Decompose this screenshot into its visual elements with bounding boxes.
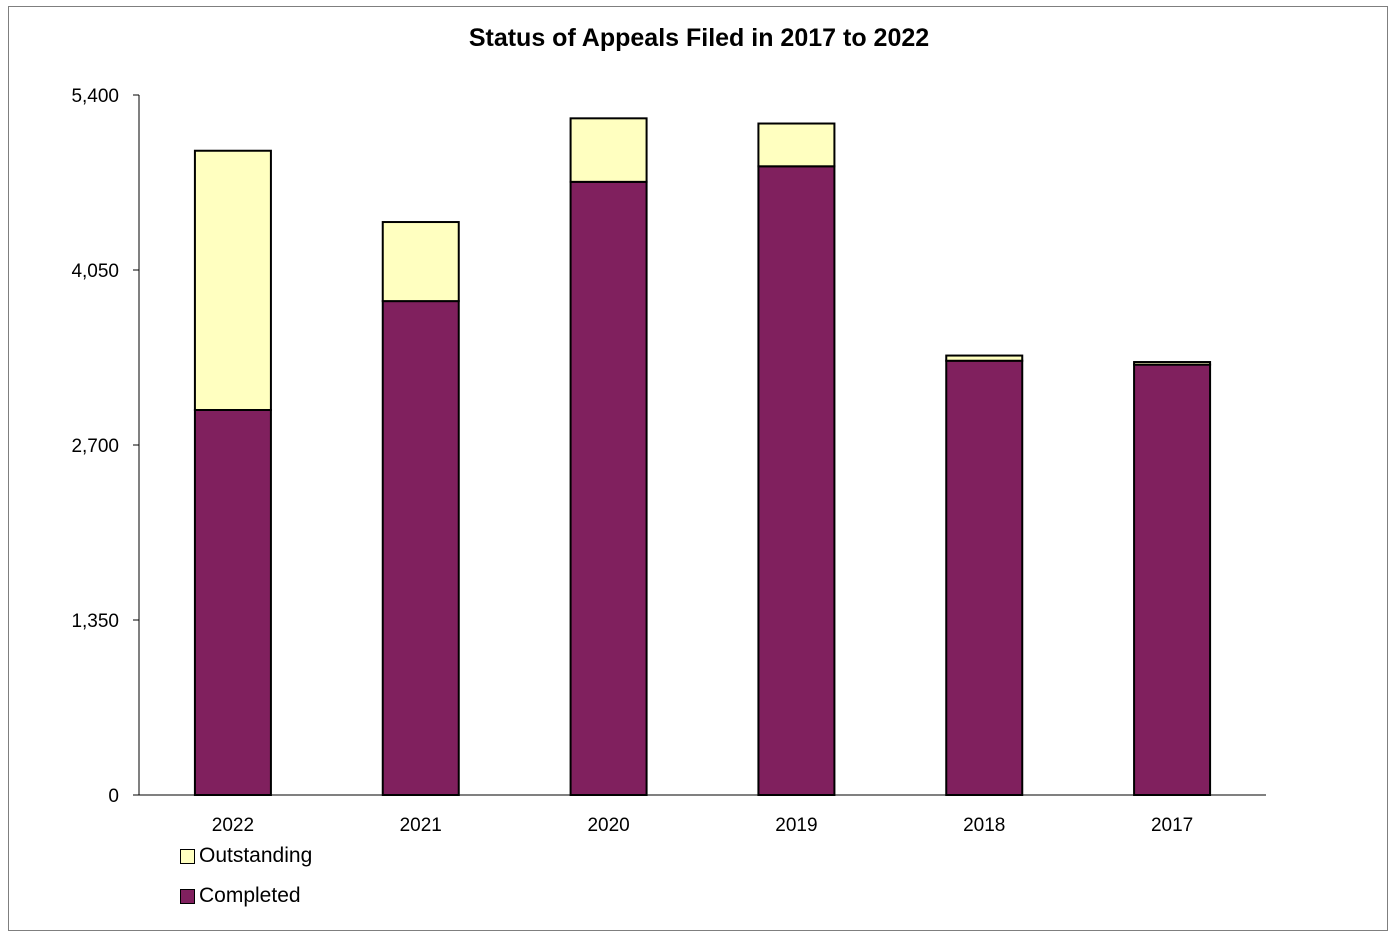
- y-tick-label-5400: 5,400: [71, 86, 119, 107]
- bar-outstanding-2022: [193, 149, 272, 411]
- bar-outstanding-2019: [757, 122, 836, 168]
- legend-swatch-outstanding: [180, 848, 195, 864]
- bar-outstanding-2018: [945, 354, 1024, 362]
- y-tick-label-1350: 1,350: [71, 611, 119, 632]
- x-tick-label-2020: 2020: [587, 815, 629, 836]
- bar-outstanding-2017: [1133, 361, 1212, 366]
- bar-completed-2018: [945, 359, 1024, 796]
- legend-swatch-completed: [180, 888, 195, 904]
- bar-outstanding-2020: [569, 117, 648, 183]
- chart-title: Status of Appeals Filed in 2017 to 2022: [468, 24, 930, 52]
- legend-item-completed: Completed: [180, 884, 301, 908]
- bar-completed-2019: [757, 165, 836, 796]
- x-tick-label-2019: 2019: [775, 815, 817, 836]
- bar-completed-2022: [193, 409, 272, 796]
- x-tick-label-2017: 2017: [1151, 815, 1193, 836]
- bar-completed-2021: [381, 300, 460, 796]
- x-tick-label-2022: 2022: [212, 815, 254, 836]
- x-tick-label-2018: 2018: [963, 815, 1005, 836]
- bar-outstanding-2021: [381, 221, 460, 303]
- x-tick-label-2021: 2021: [400, 815, 442, 836]
- bar-completed-2020: [569, 180, 648, 796]
- legend-item-outstanding: Outstanding: [180, 844, 312, 868]
- bar-completed-2017: [1133, 363, 1212, 796]
- y-tick-label-0: 0: [108, 786, 119, 807]
- legend-label-outstanding: Outstanding: [199, 844, 313, 867]
- legend-label-completed: Completed: [199, 884, 301, 907]
- y-tick-label-4050: 4,050: [71, 261, 119, 282]
- y-tick-label-2700: 2,700: [71, 436, 119, 457]
